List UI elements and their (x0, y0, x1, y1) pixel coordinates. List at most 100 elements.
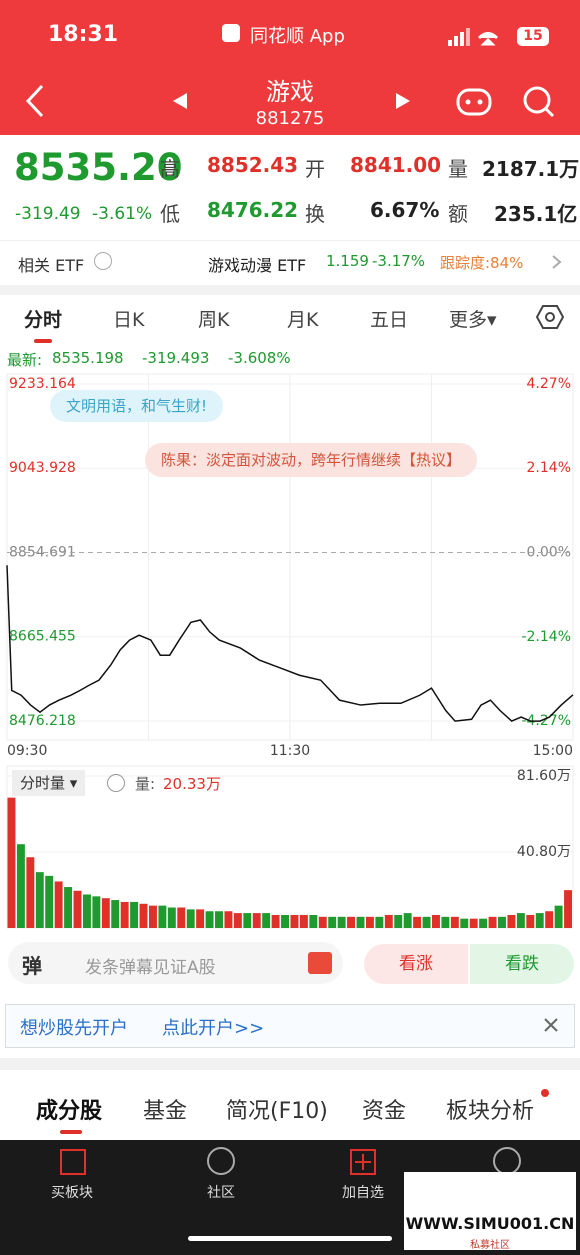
tab[interactable]: 分时 (24, 309, 63, 331)
y2-tick-label: 2.14% (527, 460, 571, 476)
tab-underline (34, 339, 52, 343)
volume-bar (26, 857, 35, 928)
value: 6.67% (370, 198, 440, 222)
x-tick-label: 11:30 (270, 743, 310, 759)
tab[interactable]: 资金 (362, 1099, 407, 1124)
volume-bar (196, 909, 205, 928)
volume-bar (224, 911, 233, 928)
volume-bar (186, 909, 195, 928)
volume-bar (507, 914, 516, 928)
label: 额 (448, 202, 468, 226)
bear-button[interactable]: 看跌 (470, 944, 574, 984)
volume-bar (413, 916, 422, 928)
volume-bar (243, 913, 252, 928)
y-tick-label: 9233.164 (9, 376, 76, 392)
danmu-input[interactable] (8, 942, 343, 984)
volume-bar (45, 875, 54, 928)
volume-bar (535, 913, 544, 928)
volume-bar (488, 916, 497, 928)
battery: 15 (517, 27, 549, 46)
bubble: 文明用语，和气生财! (50, 390, 224, 422)
etf-tracking: 跟踪度:84% (440, 254, 524, 272)
volume-bar (450, 916, 459, 928)
volume-label: 量: (135, 775, 156, 793)
volume-value: 20.33万 (163, 775, 221, 793)
tab[interactable]: 月K (287, 309, 319, 331)
tab[interactable]: 周K (198, 309, 230, 331)
volume-bar (73, 890, 82, 928)
banner-text: 想炒股先开户 (20, 1018, 128, 1039)
volume-bar (7, 797, 16, 928)
etf-change: -3.17% (372, 252, 426, 270)
tab[interactable]: 五日 (370, 309, 409, 331)
y2-tick-label: 4.27% (527, 376, 571, 392)
nav-label[interactable]: 加自选 (342, 1185, 384, 1201)
nav-icons (25, 84, 555, 118)
volume-bar (441, 916, 450, 928)
settings-icon[interactable] (536, 303, 564, 331)
value: 235.1亿 (494, 202, 578, 226)
volume-bar (403, 913, 412, 928)
latest-pct: -3.608% (228, 349, 291, 367)
x-tick-label: 15:00 (533, 743, 573, 759)
value: 2187.1万 (482, 157, 580, 181)
label: 换 (305, 202, 325, 226)
label: 开 (305, 157, 325, 181)
tab[interactable]: 简况(F10) (226, 1099, 328, 1124)
volume-bar (158, 905, 167, 928)
volume-bar (290, 914, 299, 928)
etf-name[interactable]: 游戏动漫 ETF (208, 256, 307, 275)
value: 8852.43 (207, 153, 299, 177)
nav-label[interactable]: 买板块 (51, 1185, 93, 1201)
close-icon[interactable] (544, 1018, 558, 1032)
volume-selector[interactable]: 分时量 ▾ (12, 770, 86, 796)
tab[interactable]: 基金 (143, 1099, 188, 1124)
volume-bar (101, 898, 110, 928)
app-name: 同花顺 App (250, 26, 345, 47)
label: 量 (448, 157, 468, 181)
app-icon (222, 24, 240, 42)
volume-bar (82, 894, 91, 928)
volume-bar (233, 913, 242, 928)
volume-bar (130, 901, 139, 928)
plot-frame (6, 765, 574, 929)
gift-icon[interactable] (308, 952, 332, 974)
tab[interactable]: 板块分析 (446, 1099, 535, 1124)
volume-bar (139, 903, 148, 928)
watermark-site: WWW.SIMU001.CN (405, 1214, 575, 1233)
volume-bar (479, 918, 488, 928)
label: 低 (160, 202, 180, 226)
danmu-icon: 弹 (22, 954, 42, 978)
volume-bar (35, 872, 44, 928)
placeholder: 发条弹幕见证A股 (85, 958, 216, 978)
volume-bar (271, 914, 280, 928)
tab[interactable]: 成分股 (36, 1099, 103, 1124)
title: 游戏 (266, 78, 314, 106)
banner-link[interactable]: 点此开户>> (162, 1018, 265, 1039)
tab[interactable]: 日K (113, 309, 145, 331)
volume-bar (516, 913, 525, 928)
volume-bar (469, 918, 478, 928)
volume-bar (215, 911, 223, 928)
volume-bar (432, 914, 440, 928)
y-tick-label: 8665.455 (9, 629, 76, 645)
help-icon (94, 252, 112, 270)
volume-bar (526, 914, 535, 928)
nav-label[interactable]: 社区 (207, 1185, 235, 1201)
volume-bar (337, 916, 346, 928)
volume-bar (64, 887, 73, 928)
volume-bar (554, 905, 563, 928)
y2-tick-label: -4.27% (521, 713, 571, 729)
banner[interactable] (5, 1004, 575, 1048)
tab[interactable]: 更多▾ (449, 309, 497, 331)
bull-button[interactable]: 看涨 (364, 944, 468, 984)
chevron (552, 255, 562, 269)
separator (0, 1058, 580, 1070)
volume-bar (281, 914, 289, 928)
y-tick-label: 8854.691 (9, 544, 76, 560)
value: 8841.00 (350, 153, 442, 177)
latest-price: 8535.198 (52, 349, 124, 367)
label: 高 (160, 157, 180, 181)
etf-price: 1.159 (326, 252, 369, 270)
divider (0, 240, 580, 241)
